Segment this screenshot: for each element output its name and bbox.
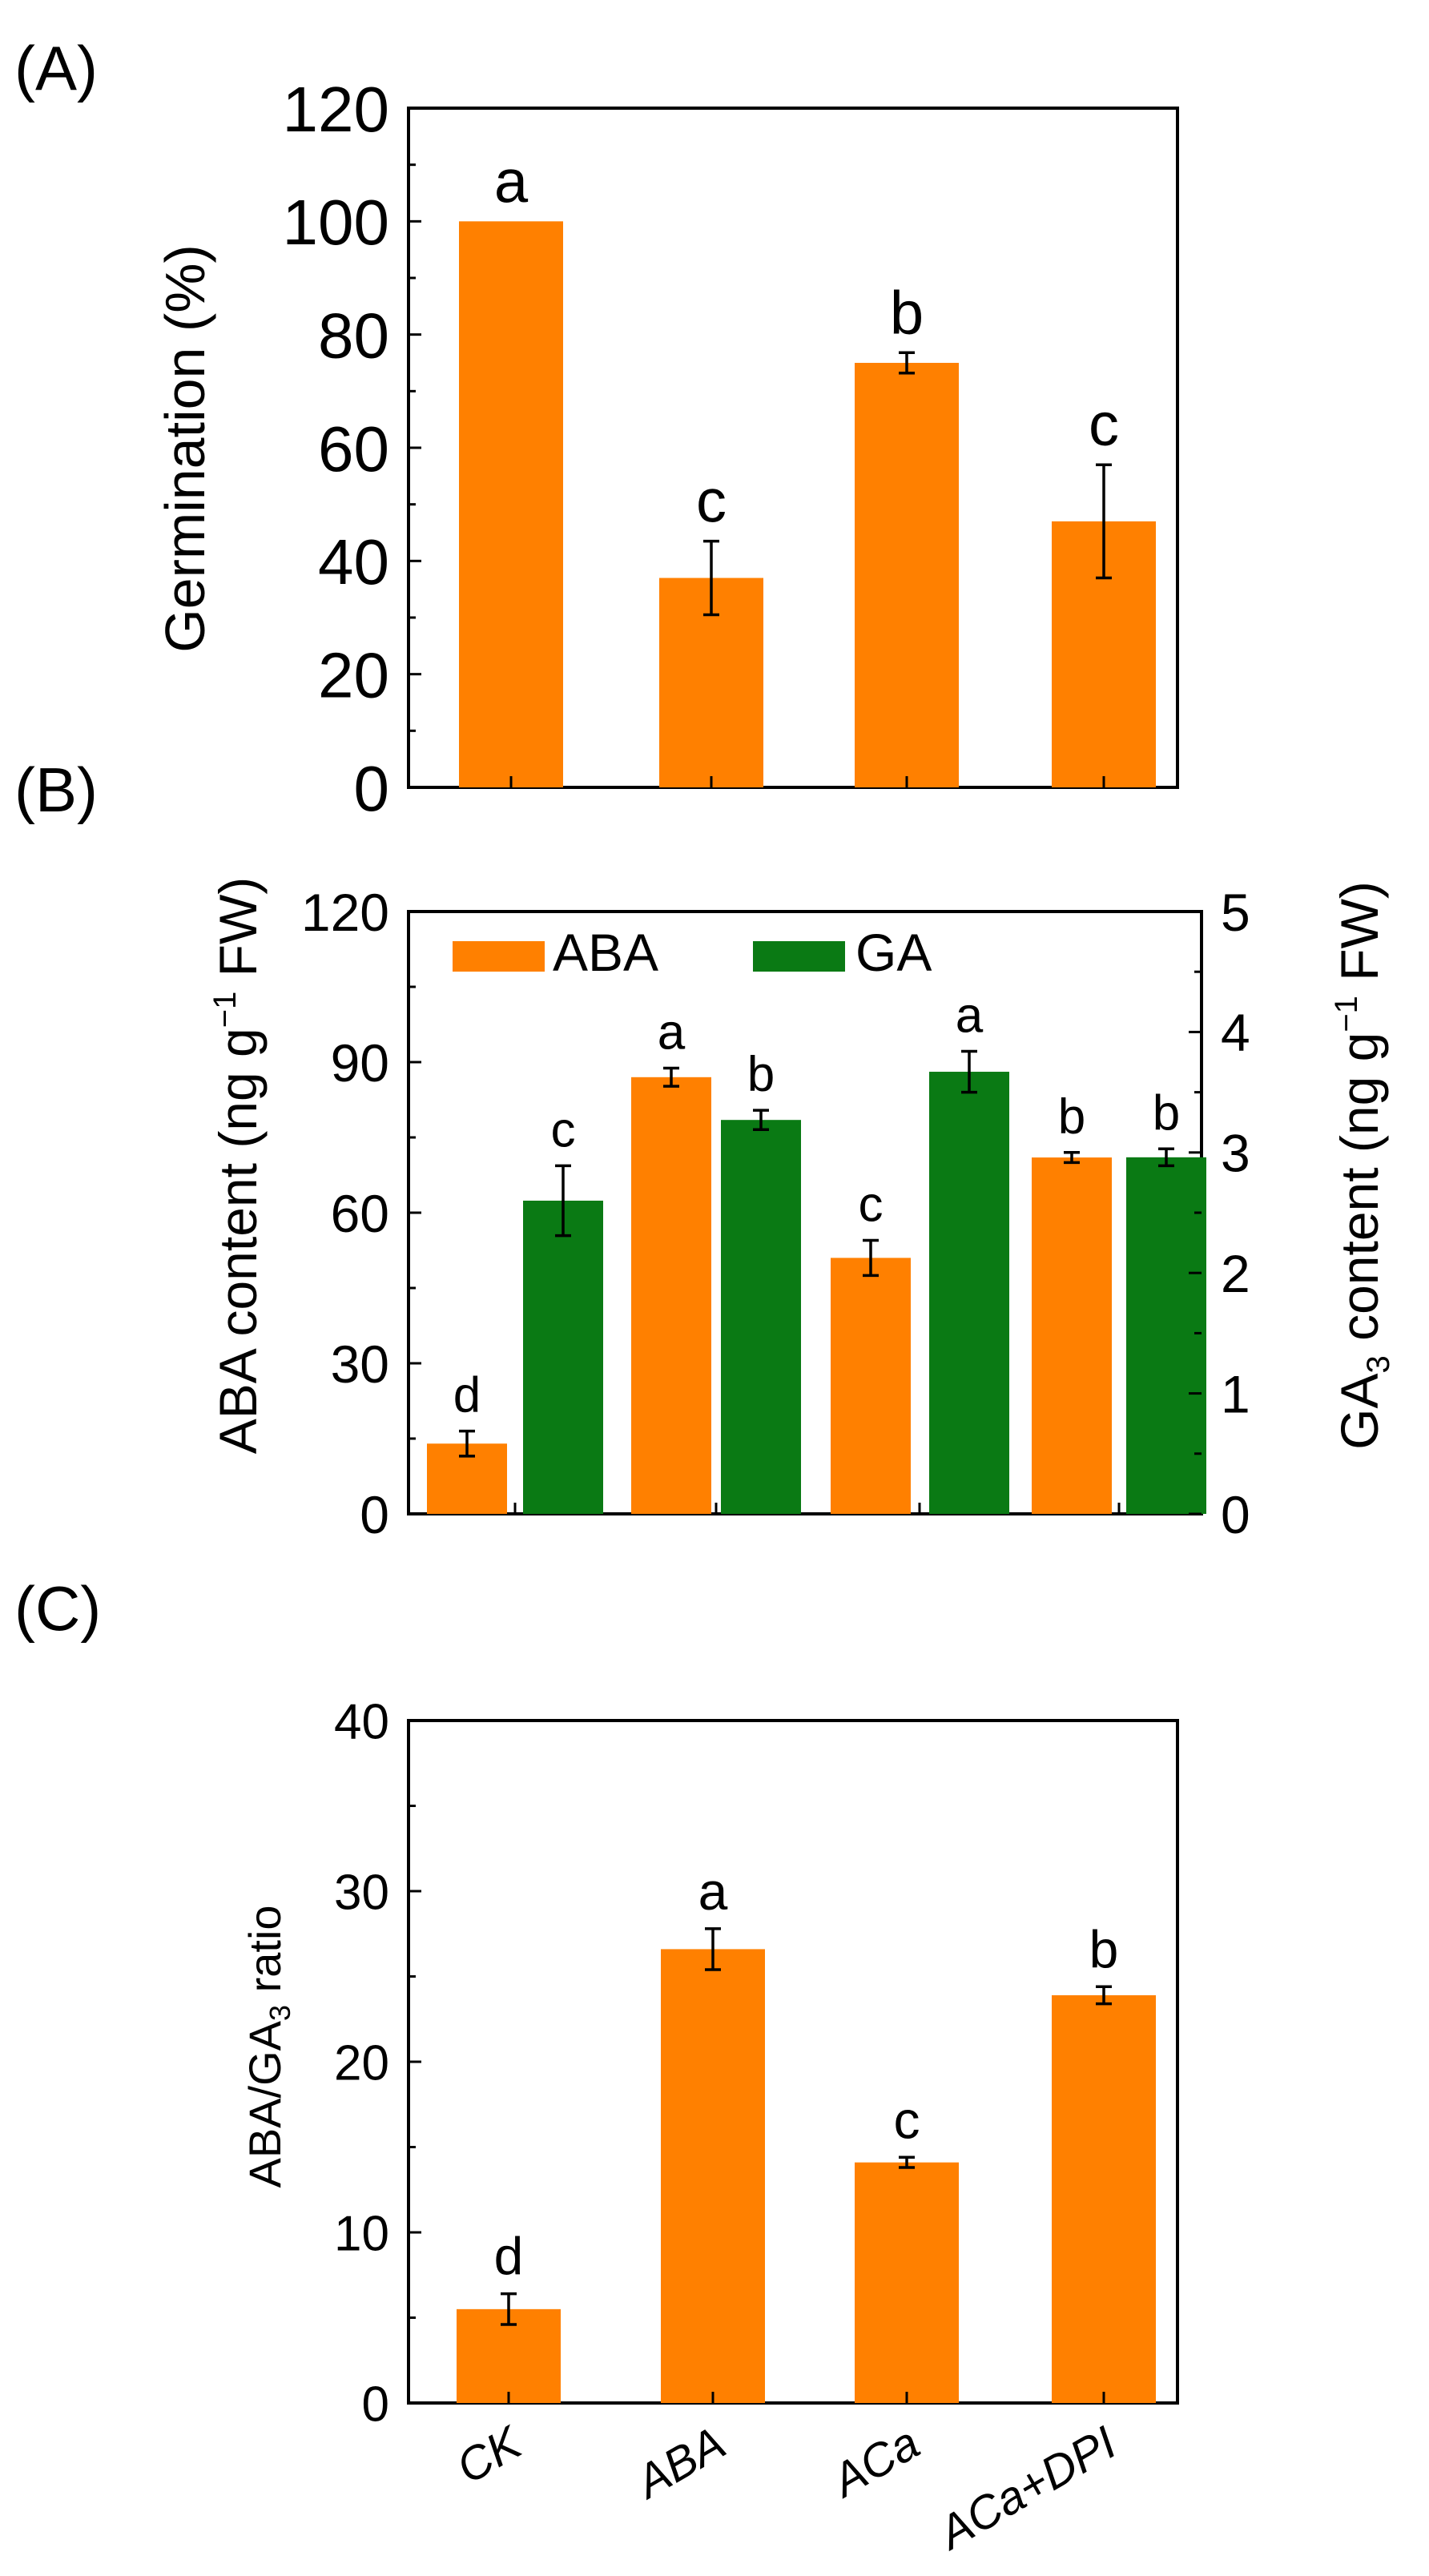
panel-b-y-tick-label-4: 120 [301, 883, 389, 942]
panel-a-significance-letter-0-2: b [890, 279, 924, 347]
panel-c-bar-aba-ga3-ratio-2 [855, 2162, 959, 2403]
legend-swatch-aba [453, 941, 545, 972]
panel-b-y2-tick-label-5: 5 [1221, 883, 1250, 942]
panel-b-significance-letter-0-1: a [658, 1005, 686, 1061]
panel-b-bar-aba-3 [1032, 1157, 1112, 1514]
panel-b-bars: d a c b c b a b [427, 988, 1206, 1514]
panel-c-y-axis: 0 10 20 30 40 [334, 1694, 421, 2432]
panel-a-label: (A) [14, 33, 98, 103]
panel-a-y-tick-label-0: 0 [354, 753, 390, 824]
panel-c-significance-letter-0-2: c [894, 2090, 920, 2149]
panel-b-y-tick-label-1: 30 [331, 1334, 389, 1394]
legend-label-aba: ABA [553, 923, 658, 982]
panel-b-significance-letter-0-2: a [956, 988, 984, 1043]
panel-c-y-tick-label-1: 10 [334, 2206, 389, 2261]
legend-label-ga: GA [855, 923, 932, 982]
panel-a: (A) a c b c 0 20 40 60 80 100 120 Germination (%) [14, 33, 1179, 824]
panel-c-x-tick-label-2: ACa [822, 2417, 928, 2508]
panel-a-y-tick-label-6: 120 [283, 74, 389, 145]
panel-c-y-tick-label-4: 40 [334, 1694, 389, 1749]
panel-a-significance-letter-0-3: c [1089, 391, 1119, 459]
panel-b-y-tick-label-0: 0 [360, 1485, 389, 1544]
panel-c-x-tick-label-1: ABA [626, 2417, 735, 2510]
panel-b-y-tick-label-3: 90 [331, 1033, 389, 1093]
panel-c-significance-letter-0-1: a [698, 1862, 728, 1921]
panel-b-significance-letter-0-2: c [859, 1177, 884, 1232]
panel-a-y-axis: 0 20 40 60 80 100 120 [283, 74, 1105, 824]
panel-b-y2-tick-label-2: 2 [1221, 1244, 1250, 1303]
panel-c-x-axis: CK ABA ACa ACa+DPI [448, 2392, 1125, 2560]
panel-b: (B) d a c b c b a b 0 30 60 90 120 0 1 2 3 4 5 ABA GA AB… [14, 755, 1396, 1544]
panel-a-y-tick-label-2: 40 [318, 526, 389, 598]
legend-swatch-ga [753, 941, 845, 972]
panel-a-bars: a c b c [459, 147, 1156, 787]
panel-b-significance-letter-0-1: b [747, 1047, 775, 1102]
panel-c: (C) d a c b 0 10 20 30 40 CK ABA ACa ACa+DPI ABA/G… [14, 1573, 1179, 2560]
panel-c-label: (C) [14, 1573, 101, 1644]
panel-b-y-tick-label-2: 60 [331, 1184, 389, 1243]
panel-a-bar-germination-2 [855, 363, 959, 787]
panel-b-y-axis-label: ABA content (ng g−1 FW) [207, 877, 268, 1455]
panel-b-y2-axis-label: GA3 content (ng g−1 FW) [1329, 881, 1396, 1450]
panel-b-y2-tick-label-4: 4 [1221, 1003, 1250, 1062]
panel-b-y-axis-right: 0 1 2 3 4 5 [1189, 883, 1250, 1544]
panel-a-y-axis-label: Germination (%) [154, 244, 216, 653]
panel-a-significance-letter-0-0: a [494, 147, 529, 215]
panel-c-y-tick-label-2: 20 [334, 2035, 389, 2091]
panel-c-y-axis-label: ABA/GA3 ratio [240, 1905, 296, 2188]
panel-b-significance-letter-0-3: b [1058, 1089, 1085, 1145]
panel-a-y-tick-label-5: 100 [283, 187, 389, 258]
panel-c-significance-letter-0-0: d [494, 2227, 524, 2286]
panel-b-y2-tick-label-3: 3 [1221, 1124, 1250, 1183]
panel-b-significance-letter-0-0: c [551, 1102, 576, 1157]
panel-c-bar-aba-ga3-ratio-3 [1052, 1994, 1156, 2403]
panel-c-x-tick-label-0: CK [448, 2416, 531, 2494]
panel-c-y-tick-label-3: 30 [334, 1865, 389, 1920]
panel-c-bars: d a c b [457, 1862, 1156, 2403]
panel-b-y2-tick-label-0: 0 [1221, 1485, 1250, 1544]
panel-a-significance-letter-0-1: c [696, 468, 727, 536]
panel-b-bar-ga-2 [929, 1072, 1009, 1514]
panel-a-bar-germination-0 [459, 221, 563, 787]
panel-b-bar-aba-1 [631, 1077, 711, 1514]
panel-b-bar-aba-2 [831, 1258, 911, 1514]
panel-a-y-tick-label-3: 60 [318, 413, 389, 485]
panel-b-y2-tick-label-1: 1 [1221, 1364, 1250, 1423]
panel-b-significance-letter-0-0: d [453, 1368, 481, 1423]
panel-b-legend: ABA GA [453, 923, 932, 982]
panel-c-bar-aba-ga3-ratio-1 [661, 1949, 765, 2403]
panel-b-bar-ga-3 [1126, 1157, 1206, 1514]
panel-b-significance-letter-0-3: b [1153, 1085, 1180, 1141]
panel-b-y-axis-left: 0 30 60 90 120 [301, 883, 1121, 1544]
panel-c-y-tick-label-0: 0 [362, 2377, 389, 2432]
panel-a-y-tick-label-4: 80 [318, 300, 389, 371]
panel-b-label: (B) [14, 755, 98, 825]
panel-c-x-tick-label-3: ACa+DPI [928, 2417, 1125, 2560]
panel-a-y-tick-label-1: 20 [318, 639, 389, 710]
panel-c-significance-letter-0-3: b [1089, 1919, 1119, 1978]
panel-b-bar-ga-0 [523, 1200, 603, 1514]
panel-b-bar-ga-1 [721, 1120, 801, 1514]
